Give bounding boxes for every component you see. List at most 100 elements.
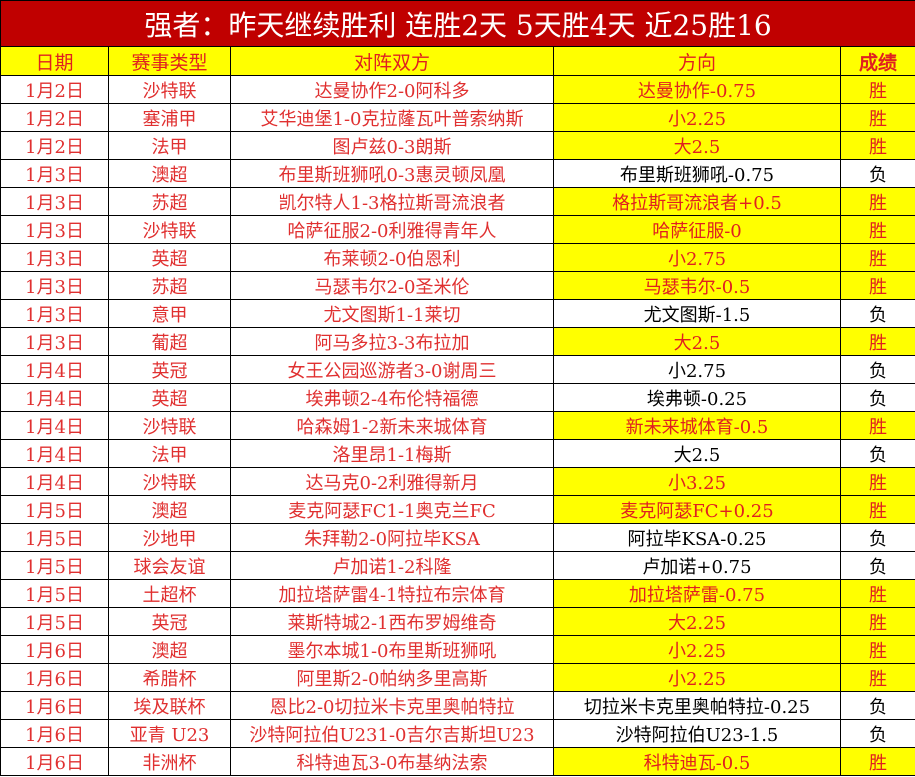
table-title: 强者：昨天继续胜利 连胜2天 5天胜4天 近25胜16 [0, 0, 915, 47]
date-cell: 1月5日 [0, 495, 109, 524]
table-row: 1月2日 塞浦甲 艾华迪堡1-0克拉蕯瓦叶普索纳斯 小2.25 胜 [0, 103, 915, 132]
result-cell: 胜 [839, 579, 915, 608]
league-cell: 埃及联杯 [108, 691, 231, 720]
date-cell: 1月3日 [0, 187, 109, 216]
date-cell: 1月4日 [0, 439, 109, 468]
result-cell: 胜 [839, 635, 915, 664]
result-cell: 胜 [839, 663, 915, 692]
match-cell: 科特迪瓦3-0布基纳法索 [230, 747, 554, 776]
result-cell: 负 [839, 523, 915, 552]
pick-cell: 切拉米卡克里奥帕特拉-0.25 [553, 691, 841, 720]
date-cell: 1月3日 [0, 159, 109, 188]
header-result: 成绩 [839, 46, 915, 76]
league-cell: 澳超 [108, 635, 231, 664]
result-cell: 胜 [839, 243, 915, 272]
match-cell: 艾华迪堡1-0克拉蕯瓦叶普索纳斯 [230, 103, 554, 132]
header-date: 日期 [0, 46, 109, 76]
pick-cell: 小3.25 [553, 467, 841, 496]
pick-cell: 尤文图斯-1.5 [553, 299, 841, 328]
date-cell: 1月2日 [0, 103, 109, 132]
pick-cell: 马瑟韦尔-0.5 [553, 271, 841, 300]
date-cell: 1月6日 [0, 719, 109, 748]
league-cell: 法甲 [108, 131, 231, 160]
league-cell: 英超 [108, 383, 231, 412]
table-row: 1月3日 葡超 阿马多拉3-3布拉加 大2.5 胜 [0, 327, 915, 356]
date-cell: 1月5日 [0, 523, 109, 552]
league-cell: 亚青 U23 [108, 719, 231, 748]
table-row: 1月5日 土超杯 加拉塔萨雷4-1特拉布宗体育 加拉塔萨雷-0.75 胜 [0, 579, 915, 608]
date-cell: 1月4日 [0, 411, 109, 440]
date-cell: 1月3日 [0, 243, 109, 272]
league-cell: 澳超 [108, 495, 231, 524]
pick-cell: 布里斯班狮吼-0.75 [553, 159, 841, 188]
league-cell: 澳超 [108, 159, 231, 188]
pick-cell: 麦克阿瑟FC+0.25 [553, 495, 841, 524]
header-pick: 方向 [553, 46, 841, 76]
match-cell: 墨尔本城1-0布里斯班狮吼 [230, 635, 554, 664]
league-cell: 沙特联 [108, 467, 231, 496]
result-cell: 负 [839, 159, 915, 188]
table-row: 1月6日 非洲杯 科特迪瓦3-0布基纳法索 科特迪瓦-0.5 胜 [0, 747, 915, 776]
table-row: 1月4日 法甲 洛里昂1-1梅斯 大2.5 负 [0, 439, 915, 468]
table-row: 1月5日 澳超 麦克阿瑟FC1-1奥克兰FC 麦克阿瑟FC+0.25 胜 [0, 495, 915, 524]
date-cell: 1月6日 [0, 747, 109, 776]
league-cell: 球会友谊 [108, 551, 231, 580]
match-cell: 图卢兹0-3朗斯 [230, 131, 554, 160]
pick-cell: 大2.5 [553, 131, 841, 160]
pick-cell: 阿拉毕KSA-0.25 [553, 523, 841, 552]
league-cell: 塞浦甲 [108, 103, 231, 132]
table-row: 1月4日 沙特联 哈森姆1-2新未来城体育 新未来城体育-0.5 胜 [0, 411, 915, 440]
table-row: 1月3日 苏超 凯尔特人1-3格拉斯哥流浪者 格拉斯哥流浪者+0.5 胜 [0, 187, 915, 216]
pick-cell: 小2.25 [553, 103, 841, 132]
result-cell: 胜 [839, 411, 915, 440]
table-row: 1月4日 沙特联 达马克0-2利雅得新月 小3.25 胜 [0, 467, 915, 496]
match-cell: 朱拜勒2-0阿拉毕KSA [230, 523, 554, 552]
match-cell: 阿马多拉3-3布拉加 [230, 327, 554, 356]
match-cell: 卢加诺1-2科隆 [230, 551, 554, 580]
table-row: 1月5日 球会友谊 卢加诺1-2科隆 卢加诺+0.75 负 [0, 551, 915, 580]
table-row: 1月5日 沙地甲 朱拜勒2-0阿拉毕KSA 阿拉毕KSA-0.25 负 [0, 523, 915, 552]
result-cell: 负 [839, 383, 915, 412]
date-cell: 1月6日 [0, 691, 109, 720]
table-row: 1月3日 沙特联 哈萨征服2-0利雅得青年人 哈萨征服-0 胜 [0, 215, 915, 244]
table-row: 1月3日 英超 布莱顿2-0伯恩利 小2.75 胜 [0, 243, 915, 272]
match-cell: 洛里昂1-1梅斯 [230, 439, 554, 468]
date-cell: 1月3日 [0, 271, 109, 300]
league-cell: 沙地甲 [108, 523, 231, 552]
result-cell: 胜 [839, 131, 915, 160]
title-row: 强者：昨天继续胜利 连胜2天 5天胜4天 近25胜16 [0, 0, 915, 47]
match-cell: 恩比2-0切拉米卡克里奥帕特拉 [230, 691, 554, 720]
result-cell: 胜 [839, 747, 915, 776]
header-match: 对阵双方 [230, 46, 554, 76]
date-cell: 1月4日 [0, 383, 109, 412]
result-cell: 胜 [839, 495, 915, 524]
pick-cell: 小2.75 [553, 355, 841, 384]
date-cell: 1月4日 [0, 467, 109, 496]
match-cell: 加拉塔萨雷4-1特拉布宗体育 [230, 579, 554, 608]
match-cell: 沙特阿拉伯U231-0吉尔吉斯坦U23 [230, 719, 554, 748]
match-cell: 女王公园巡游者3-0谢周三 [230, 355, 554, 384]
match-cell: 达马克0-2利雅得新月 [230, 467, 554, 496]
match-cell: 麦克阿瑟FC1-1奥克兰FC [230, 495, 554, 524]
match-cell: 凯尔特人1-3格拉斯哥流浪者 [230, 187, 554, 216]
table-row: 1月3日 苏超 马瑟韦尔2-0圣米伦 马瑟韦尔-0.5 胜 [0, 271, 915, 300]
match-cell: 哈森姆1-2新未来城体育 [230, 411, 554, 440]
league-cell: 希腊杯 [108, 663, 231, 692]
table-row: 1月2日 法甲 图卢兹0-3朗斯 大2.5 胜 [0, 131, 915, 160]
result-cell: 胜 [839, 607, 915, 636]
date-cell: 1月6日 [0, 635, 109, 664]
pick-cell: 达曼协作-0.75 [553, 75, 841, 104]
result-cell: 胜 [839, 467, 915, 496]
result-cell: 胜 [839, 75, 915, 104]
match-cell: 哈萨征服2-0利雅得青年人 [230, 215, 554, 244]
result-cell: 胜 [839, 103, 915, 132]
result-cell: 负 [839, 299, 915, 328]
pick-cell: 加拉塔萨雷-0.75 [553, 579, 841, 608]
result-cell: 负 [839, 439, 915, 468]
result-cell: 负 [839, 719, 915, 748]
pick-cell: 新未来城体育-0.5 [553, 411, 841, 440]
pick-cell: 小2.25 [553, 635, 841, 664]
date-cell: 1月3日 [0, 299, 109, 328]
league-cell: 苏超 [108, 271, 231, 300]
league-cell: 英冠 [108, 607, 231, 636]
